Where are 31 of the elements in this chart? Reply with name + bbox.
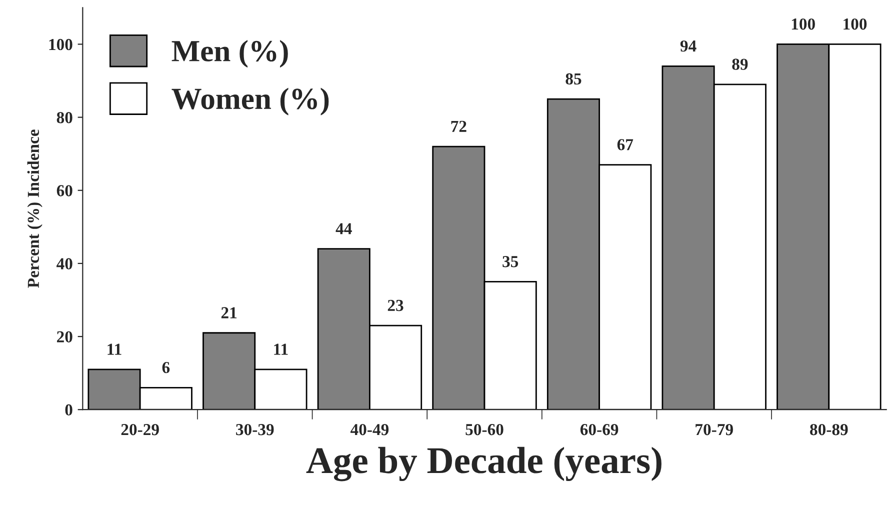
y-tick-label: 0 <box>65 404 72 416</box>
y-tick-label: 100 <box>49 38 72 50</box>
x-tick-label: 80-89 <box>810 424 848 436</box>
x-tick-label: 50-60 <box>466 424 504 436</box>
y-tick-label: 20 <box>56 331 72 342</box>
data-label: 35 <box>502 256 518 268</box>
data-label: 6 <box>162 362 170 374</box>
data-label: 100 <box>792 18 815 30</box>
x-tick-label: 70-79 <box>696 424 733 436</box>
data-label: 21 <box>221 307 237 318</box>
data-label: 11 <box>108 344 122 355</box>
y-tick-label: 40 <box>56 258 72 270</box>
x-tick-label: 20-29 <box>121 424 159 436</box>
legend-label: Women (%) <box>172 88 329 116</box>
data-label: 44 <box>336 223 352 234</box>
data-label: 100 <box>844 18 867 30</box>
x-tick-label: 40-49 <box>350 424 389 436</box>
x-tick-label: 30-39 <box>236 424 274 436</box>
y-tick-label: 60 <box>56 185 72 196</box>
x-tick-label: 60-69 <box>580 424 618 436</box>
y-axis-title: Percent (%) Incidence <box>27 130 42 288</box>
legend-label: Men (%) <box>172 40 288 68</box>
data-label: 85 <box>566 73 582 85</box>
y-tick-label: 80 <box>56 112 72 124</box>
data-label: 23 <box>388 300 404 312</box>
data-label: 94 <box>680 40 696 52</box>
data-label: 11 <box>274 344 288 355</box>
data-label: 89 <box>732 58 748 70</box>
data-label: 72 <box>451 120 466 132</box>
x-axis-title: Age by Decade (years) <box>306 446 662 482</box>
data-label: 67 <box>617 139 634 150</box>
